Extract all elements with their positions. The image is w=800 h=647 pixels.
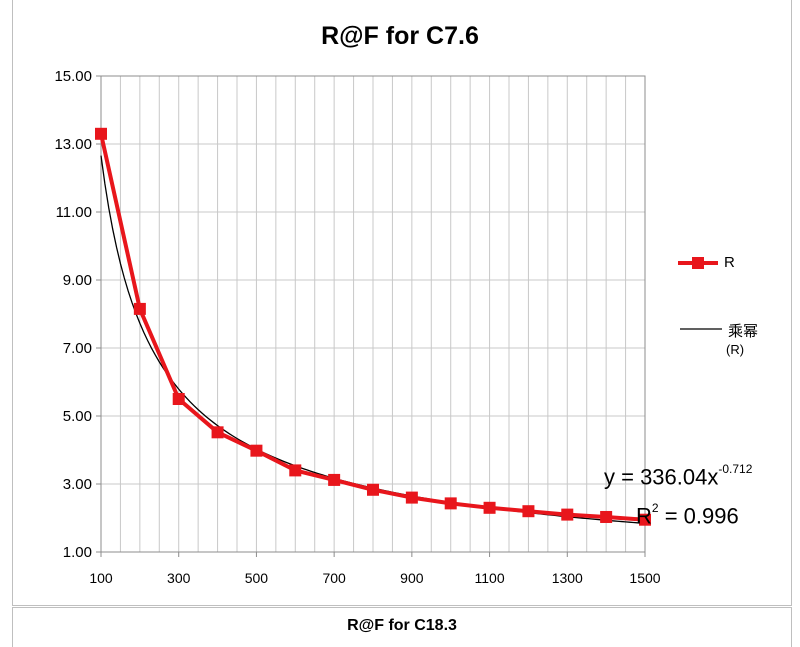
- data-point-r: [95, 127, 107, 140]
- legend-swatch-trendline: [680, 328, 722, 330]
- x-tick-labels: 100 300 500 700 900 1100 1300 1500: [89, 570, 660, 586]
- x-tick-label: 900: [400, 570, 424, 586]
- grid-layer: [101, 75, 645, 552]
- legend-swatch-r: [678, 257, 718, 269]
- y-tick-labels: 1.00 3.00 5.00 7.00 9.00 11.00 13.00 15.00: [54, 68, 92, 561]
- next-chart-title: R@F for C18.3: [347, 617, 457, 634]
- y-tick-label: 13.00: [54, 136, 92, 153]
- legend-item-trendline: 乘幂 (R): [676, 320, 796, 366]
- legend-label-trendline-sub: (R): [726, 342, 745, 357]
- data-point-r: [444, 497, 457, 510]
- x-tick-label: 500: [245, 570, 269, 586]
- x-tick-label: 1500: [629, 570, 660, 586]
- data-point-r: [367, 483, 379, 496]
- legend-label-r: R: [724, 254, 735, 271]
- r-squared-r: R: [636, 503, 652, 529]
- y-tick-label: 15.00: [54, 68, 92, 85]
- y-tick-label: 1.00: [63, 544, 92, 561]
- x-tick-label: 1300: [552, 570, 583, 586]
- legend-label-trendline: 乘幂: [728, 323, 759, 340]
- equation-text: y = 336.04x: [604, 464, 719, 490]
- plot-area-border: [100, 75, 646, 553]
- equation-exponent: -0.712: [718, 462, 753, 476]
- y-tick-label: 9.00: [63, 272, 92, 289]
- y-tick-label: 11.00: [56, 204, 92, 221]
- next-chart-frame: R@F for C18.3: [12, 607, 792, 647]
- x-tick-label: 1100: [475, 570, 505, 586]
- data-point-r: [483, 501, 496, 514]
- data-point-r: [250, 444, 263, 457]
- r-squared-exponent: 2: [651, 501, 659, 516]
- data-point-r: [133, 302, 146, 315]
- data-point-r: [561, 508, 574, 521]
- data-point-r: [522, 505, 535, 518]
- legend: R 乘幂 (R): [676, 252, 796, 366]
- y-tick-label: 7.00: [63, 340, 92, 357]
- data-point-r: [639, 513, 651, 526]
- data-point-r: [289, 464, 302, 477]
- chart-title: R@F for C7.6: [321, 22, 479, 50]
- data-point-r: [328, 473, 341, 486]
- data-point-r: [172, 393, 185, 405]
- r-squared-line: R2 = 0.996: [604, 494, 752, 533]
- data-point-r: [211, 426, 224, 439]
- x-tick-label: 100: [89, 570, 113, 586]
- y-tick-label: 3.00: [63, 476, 92, 493]
- data-point-r: [600, 510, 613, 523]
- series-layer: [95, 127, 651, 526]
- chart-plot: 1.00 3.00 5.00 7.00 9.00 11.00 13.00 15.00 100 3…: [54, 68, 660, 586]
- x-tick-label: 700: [322, 570, 346, 586]
- r-squared-value: = 0.996: [658, 503, 739, 529]
- equation-line: y = 336.04x-0.712: [604, 455, 752, 494]
- data-point-r: [405, 491, 418, 504]
- trendline-equation: y = 336.04x-0.712 R2 = 0.996: [604, 455, 752, 534]
- y-tick-label: 5.00: [63, 408, 92, 425]
- legend-item-r: R: [676, 252, 796, 282]
- x-tick-label: 300: [167, 570, 191, 586]
- axis-layer: [96, 75, 646, 557]
